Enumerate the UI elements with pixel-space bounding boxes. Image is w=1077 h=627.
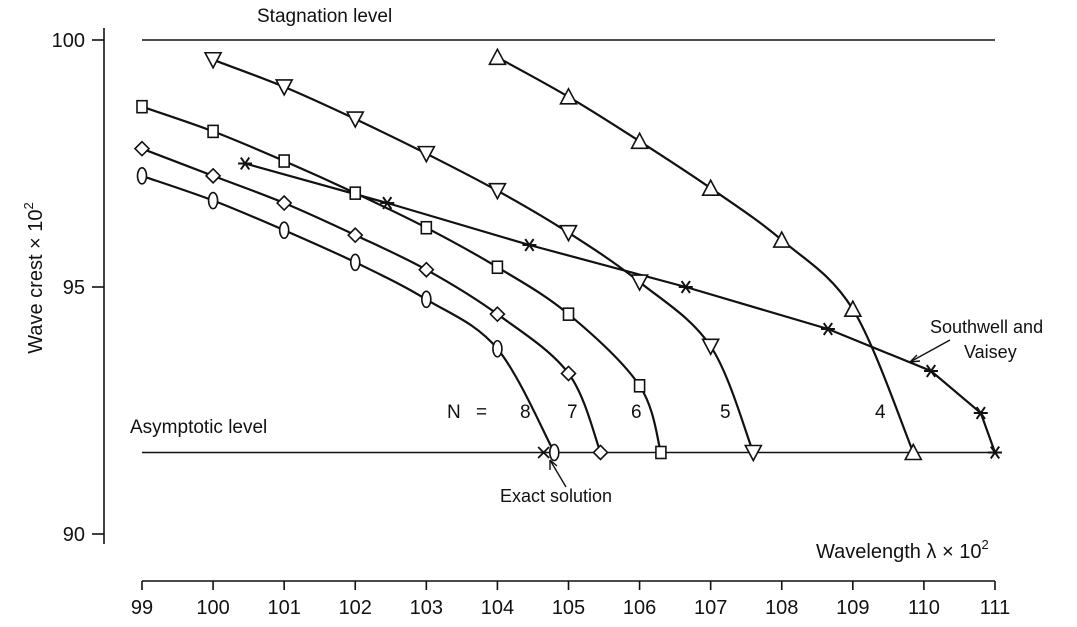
triangle-down-marker	[417, 145, 436, 164]
exact-solution-arrow-line	[549, 459, 567, 488]
triangle-up-marker	[488, 47, 507, 66]
y-tick-label: 95	[63, 277, 85, 299]
southwell-label-line2: Vaisey	[964, 342, 1017, 362]
triangle-up-marker	[772, 230, 792, 248]
ellipse-marker	[349, 253, 361, 272]
star-marker	[820, 322, 835, 336]
star-marker	[973, 406, 988, 420]
ellipse-marker	[421, 290, 432, 309]
y-axis-label: Wave crest × 102	[21, 202, 47, 354]
triangle-down-marker	[701, 338, 721, 356]
series-label-5: 5	[720, 402, 731, 423]
ellipse-marker	[278, 221, 290, 239]
x-tick-label: 105	[552, 597, 585, 619]
exact-solution-arrow-head	[549, 459, 558, 470]
series-markers	[133, 47, 1002, 463]
star-marker	[924, 364, 939, 378]
triangle-down-marker	[488, 182, 507, 201]
n-equals: =	[476, 402, 487, 423]
southwell-arrow-line	[909, 339, 951, 363]
series-label-4: 4	[875, 402, 886, 423]
square-marker	[633, 378, 646, 393]
series-label-7: 7	[567, 402, 578, 423]
series-label-6: 6	[631, 402, 642, 423]
x-tick-label: 102	[339, 597, 372, 619]
triangle-up-marker	[630, 131, 649, 150]
square-marker	[491, 260, 504, 275]
x-tick-label: 108	[765, 597, 798, 619]
square-marker	[655, 445, 667, 460]
star-marker	[988, 445, 1002, 460]
diamond-marker	[592, 444, 609, 461]
square-marker	[207, 124, 219, 139]
series-curves	[141, 56, 997, 454]
diamond-marker	[133, 140, 151, 157]
square-marker	[278, 154, 290, 168]
y-tick-label: 90	[63, 524, 85, 546]
triangle-down-marker	[345, 111, 365, 129]
southwell-label-line1: Southwell and	[930, 317, 1043, 337]
triangle-down-marker	[274, 79, 294, 97]
series-line-5	[212, 58, 755, 453]
southwell-arrow-head	[909, 354, 921, 363]
ellipse-marker	[207, 191, 219, 210]
axes: 90 95 100 99 100 101 102 103 104 105 106 107 108 109 1…	[52, 28, 1010, 619]
asymptotic-level-label: Asymptotic level	[130, 417, 267, 438]
series-label-8: 8	[520, 402, 531, 423]
y-tick-label: 100	[52, 30, 85, 52]
reference-lines	[142, 39, 995, 454]
x-tick-label: 110	[908, 597, 940, 619]
x-tick-label: 103	[410, 597, 443, 619]
diamond-marker	[204, 167, 222, 184]
series-line-6	[141, 105, 662, 453]
square-marker	[420, 220, 433, 235]
exact-solution-marker	[537, 446, 550, 459]
triangle-up-marker	[559, 87, 578, 105]
n-label: N	[447, 402, 461, 423]
diamond-marker	[418, 261, 435, 278]
x-tick-label: 111	[980, 597, 1010, 619]
x-tick-label: 104	[481, 597, 514, 619]
ellipse-marker	[492, 339, 503, 358]
diamond-marker	[276, 194, 293, 212]
star-marker	[522, 238, 537, 252]
stagnation-level-label: Stagnation level	[257, 6, 392, 27]
triangle-up-marker	[843, 299, 863, 318]
x-tick-label: 100	[196, 597, 229, 619]
series-line-4	[496, 56, 915, 453]
star-marker	[380, 196, 395, 210]
star-marker	[678, 280, 693, 294]
x-axis-label: Wavelength λ × 102	[816, 537, 989, 563]
ellipse-marker	[548, 443, 560, 462]
chart-labels: Wave crest × 102 Wavelength λ × 102 Stag…	[21, 6, 1043, 563]
triangle-up-marker	[903, 442, 923, 461]
x-tick-label: 106	[623, 597, 656, 619]
star-marker	[238, 156, 253, 171]
triangle-up-marker	[701, 178, 721, 196]
diamond-marker	[347, 226, 364, 244]
diamond-marker	[489, 306, 506, 323]
triangle-down-marker	[743, 444, 763, 463]
square-marker	[349, 186, 362, 200]
triangle-down-marker	[559, 224, 578, 243]
square-marker	[562, 307, 575, 321]
ellipse-marker	[136, 167, 148, 185]
square-marker	[136, 99, 148, 114]
triangle-down-marker	[630, 274, 649, 292]
x-tick-label: 107	[694, 597, 727, 619]
triangle-down-marker	[203, 51, 223, 70]
x-tick-label: 99	[131, 597, 153, 619]
x-tick-label: 101	[267, 597, 300, 619]
exact-solution-label: Exact solution	[500, 486, 612, 506]
series-line-southwell-and-vaisey	[244, 162, 997, 453]
diamond-marker	[560, 365, 577, 382]
x-tick-label: 109	[836, 597, 869, 619]
